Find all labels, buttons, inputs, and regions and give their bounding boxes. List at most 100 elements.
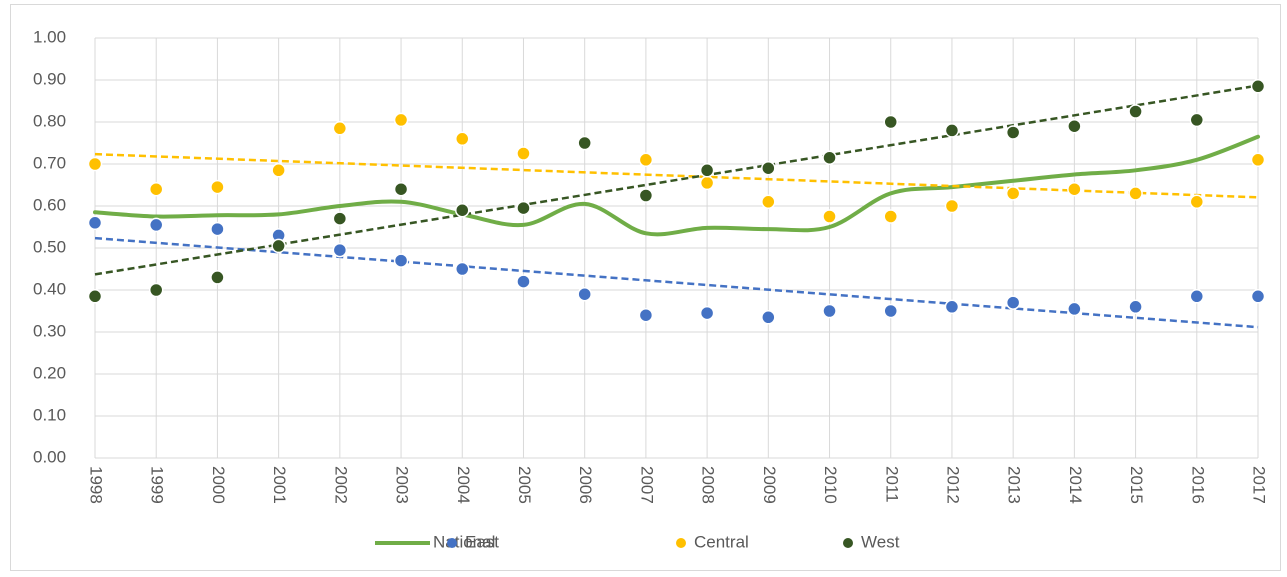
- data-point: [1128, 299, 1143, 315]
- data-point: [944, 123, 960, 138]
- x-tick-label: 2013: [1005, 466, 1024, 504]
- x-tick-label: 1999: [148, 466, 167, 504]
- x-tick-label: 2007: [637, 466, 656, 504]
- y-tick-label: 0.80: [33, 111, 66, 130]
- legend-swatch: [843, 538, 853, 548]
- x-tick-label: 2004: [454, 466, 473, 504]
- data-point: [822, 150, 837, 165]
- y-tick-label: 1.00: [33, 27, 66, 46]
- x-tick-label: 2017: [1250, 466, 1269, 504]
- legend-swatch: [676, 538, 686, 548]
- y-tick-label: 0.30: [33, 321, 66, 340]
- x-tick-label: 2002: [331, 466, 350, 504]
- legend-label: National: [433, 532, 495, 551]
- data-point: [516, 200, 531, 216]
- national-line: [93, 134, 1260, 237]
- x-tick-label: 2001: [270, 466, 289, 504]
- data-point: [699, 163, 715, 178]
- data-point: [516, 146, 531, 161]
- data-point: [271, 163, 286, 178]
- trend-line: [94, 152, 1259, 199]
- x-tick-label: 2006: [576, 466, 595, 504]
- y-tick-label: 0.00: [33, 447, 66, 466]
- data-point: [87, 215, 103, 231]
- data-point: [271, 238, 286, 254]
- data-point: [87, 289, 103, 304]
- data-point: [761, 310, 776, 325]
- data-point: [1189, 112, 1205, 128]
- data-point: [87, 156, 103, 172]
- data-point: [883, 303, 898, 319]
- data-point: [516, 274, 531, 289]
- y-tick-label: 0.50: [33, 237, 66, 256]
- x-tick-label: 2012: [943, 466, 962, 504]
- x-tick-label: 2009: [760, 466, 779, 504]
- x-tick-label: 2010: [821, 466, 840, 504]
- legend-swatch: [447, 538, 457, 548]
- data-point: [1005, 125, 1021, 140]
- data-point: [1250, 152, 1266, 168]
- data-point: [455, 202, 470, 218]
- trend-line: [94, 84, 1259, 276]
- x-tick-label: 2000: [209, 466, 228, 504]
- data-point: [883, 114, 898, 130]
- data-point: [638, 188, 654, 203]
- data-point: [761, 194, 776, 210]
- data-point: [1067, 118, 1082, 134]
- data-point: [1067, 181, 1082, 197]
- data-point: [393, 181, 409, 197]
- x-tick-label: 2005: [515, 466, 534, 504]
- y-tick-label: 0.10: [33, 405, 66, 424]
- x-tick-label: 2008: [699, 466, 718, 504]
- data-point: [1067, 301, 1082, 317]
- y-tick-label: 0.70: [33, 153, 66, 172]
- data-point: [577, 286, 592, 302]
- x-tick-label: 2015: [1127, 466, 1146, 504]
- data-point: [1005, 295, 1021, 310]
- data-point: [883, 209, 898, 224]
- data-point: [822, 303, 837, 319]
- data-point: [332, 121, 348, 136]
- data-point: [1250, 79, 1266, 94]
- data-point: [332, 211, 348, 226]
- y-tick-label: 0.40: [33, 279, 66, 298]
- data-point: [944, 299, 960, 315]
- y-tick-label: 0.60: [33, 195, 66, 214]
- data-point: [638, 152, 654, 168]
- data-point: [1128, 186, 1143, 201]
- data-point: [699, 175, 715, 191]
- data-point: [210, 179, 225, 195]
- x-tick-label: 2014: [1066, 466, 1085, 504]
- y-tick-label: 0.20: [33, 363, 66, 382]
- data-point: [1189, 289, 1205, 304]
- legend-label: West: [861, 532, 900, 551]
- data-point: [1128, 104, 1143, 119]
- data-point: [393, 253, 409, 268]
- data-point: [210, 221, 225, 237]
- data-point: [393, 112, 409, 128]
- data-point: [1250, 289, 1266, 304]
- data-point: [455, 261, 470, 277]
- data-point: [455, 131, 470, 147]
- y-tick-label: 0.90: [33, 69, 66, 88]
- data-point: [1005, 186, 1021, 201]
- x-tick-label: 2011: [882, 466, 901, 503]
- data-point: [761, 160, 776, 176]
- data-point: [1189, 194, 1205, 210]
- legend-label: Central: [694, 532, 749, 551]
- x-tick-label: 2016: [1188, 466, 1207, 504]
- data-point: [148, 181, 164, 197]
- legend-label: East: [465, 532, 499, 551]
- data-point: [944, 198, 960, 214]
- data-point: [148, 282, 164, 298]
- data-point: [148, 217, 164, 233]
- data-point: [638, 307, 654, 323]
- x-tick-label: 2003: [393, 466, 412, 504]
- data-point: [699, 305, 715, 321]
- data-point: [822, 209, 837, 224]
- data-point: [332, 242, 348, 258]
- data-point: [210, 270, 225, 285]
- x-tick-label: 1998: [87, 466, 106, 504]
